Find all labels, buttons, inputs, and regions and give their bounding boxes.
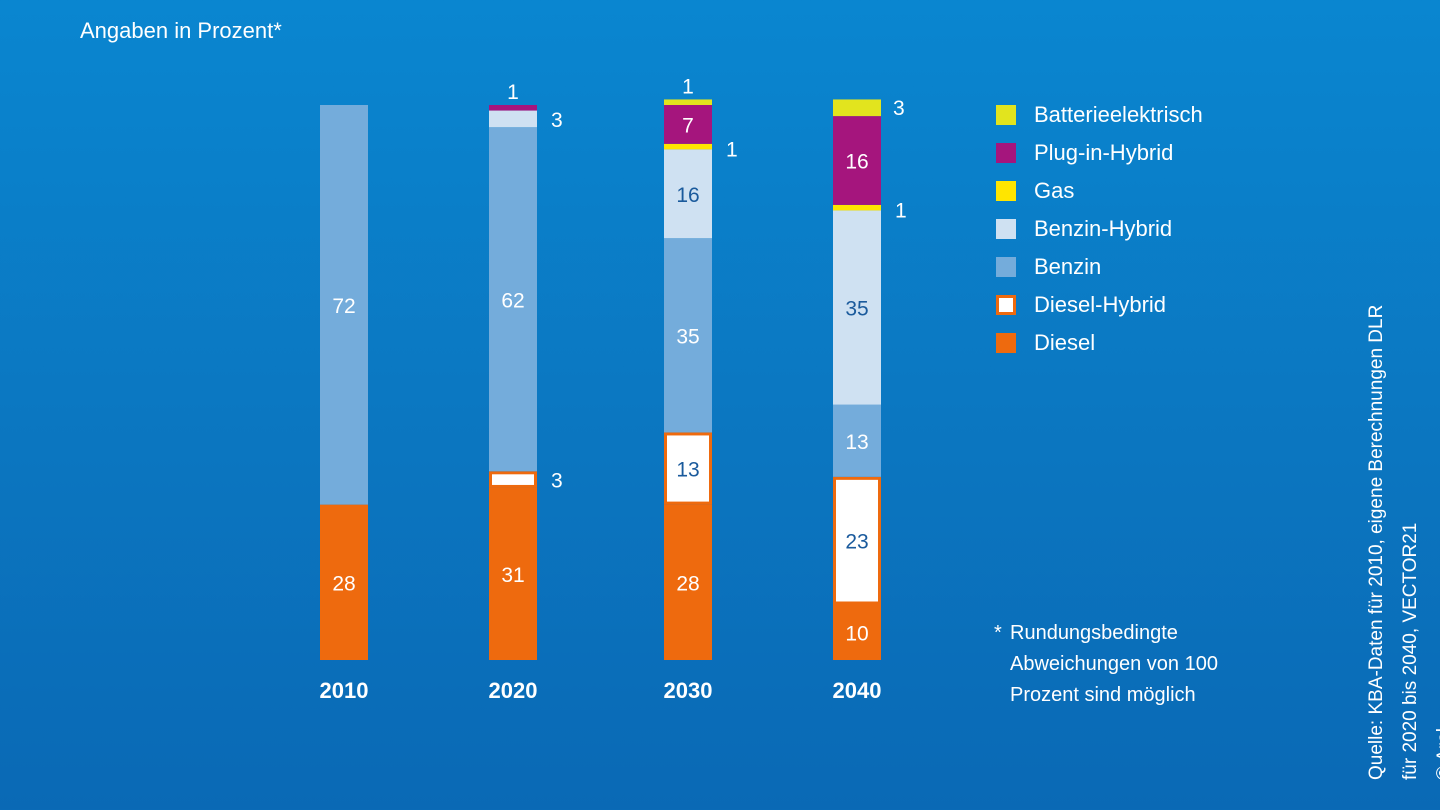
legend-item-batterieelektrisch: Batterieelektrisch — [996, 100, 1256, 127]
bar-segment-diesel-2030 — [664, 504, 712, 660]
footnote-star: * — [994, 622, 1002, 644]
legend-label: Gas — [1034, 178, 1075, 203]
data-label-plug-in-hybrid-2040: 16 — [845, 151, 868, 174]
data-label-benzin-hybrid-2030: 16 — [676, 184, 699, 207]
category-label-2020: 2020 — [489, 678, 538, 703]
legend-label: Benzin — [1034, 254, 1102, 279]
footnote-text: Rundungsbedingte Abweichungen von 100 Pr… — [1010, 622, 1218, 706]
data-label-benzin-2030: 35 — [676, 325, 699, 348]
bar-segment-plug-in-hybrid-2040 — [833, 116, 881, 205]
legend-swatch-diesel-hybrid — [996, 295, 1016, 315]
bar-segment-diesel-2020 — [489, 487, 537, 660]
bar-segment-batterieelektrisch-2040 — [833, 99, 881, 117]
data-label-diesel-hybrid-2020: 3 — [551, 470, 563, 493]
data-label-plug-in-hybrid-2030: 7 — [682, 114, 694, 137]
source-credit: Quelle: KBA-Daten für 2010, eigene Berec… — [1360, 160, 1440, 780]
legend-swatch-benzin — [996, 257, 1016, 277]
data-label-plug-in-hybrid-2020: 1 — [507, 81, 519, 104]
legend-item-gas: Gas — [996, 176, 1256, 203]
source-line-2: für 2020 bis 2040, VECTOR21 — [1400, 522, 1421, 780]
bar-segment-diesel-2040 — [833, 604, 881, 660]
data-label-diesel-2030: 28 — [676, 572, 699, 595]
bar-segment-gas-2030 — [664, 143, 712, 150]
bar-segment-benzin-hybrid-2020 — [489, 110, 537, 128]
legend-item-diesel-hybrid: Diesel-Hybrid — [996, 290, 1256, 317]
chart-subtitle: Angaben in Prozent* — [80, 18, 282, 43]
legend-swatch-plug-in-hybrid — [996, 143, 1016, 163]
data-label-diesel-hybrid-2030: 13 — [676, 459, 699, 482]
bar-segment-diesel-hybrid-2040 — [833, 476, 881, 605]
legend-item-benzin: Benzin — [996, 252, 1256, 279]
legend-label: Benzin-Hybrid — [1034, 216, 1173, 241]
data-label-diesel-2020: 31 — [501, 564, 524, 587]
data-label-benzin-hybrid-2020: 3 — [551, 109, 563, 132]
bar-segment-benzin-2020 — [489, 127, 537, 472]
data-label-batterieelektrisch-2040: 3 — [893, 97, 905, 120]
bar-segment-plug-in-hybrid-2020 — [489, 105, 537, 111]
source-line-1: Quelle: KBA-Daten für 2010, eigene Berec… — [1366, 304, 1387, 780]
legend-swatch-gas — [996, 181, 1016, 201]
legend-item-diesel: Diesel — [996, 328, 1256, 355]
bar-segment-diesel-2010 — [320, 504, 368, 660]
legend-label: Diesel-Hybrid — [1034, 292, 1167, 317]
legend-label: Plug-in-Hybrid — [1034, 140, 1174, 165]
data-label-benzin-2020: 62 — [501, 289, 524, 312]
legend-item-benzin-hybrid: Benzin-Hybrid — [996, 214, 1256, 241]
legend-item-plug-in-hybrid: Plug-in-Hybrid — [996, 138, 1256, 165]
data-label-benzin-hybrid-2040: 35 — [845, 298, 868, 321]
copyright: © Aral — [1434, 727, 1440, 780]
data-label-batterieelektrisch-2030: 1 — [682, 75, 694, 98]
legend-swatch-benzin-hybrid — [996, 219, 1016, 239]
data-label-gas-2030: 1 — [726, 139, 738, 162]
legend-swatch-batterieelektrisch — [996, 105, 1016, 125]
category-label-2030: 2030 — [664, 678, 713, 703]
bar-segment-diesel-hybrid-2030 — [664, 432, 712, 505]
legend-label: Diesel — [1034, 330, 1096, 355]
bar-segment-diesel-hybrid-2020 — [489, 471, 537, 488]
bar-segment-plug-in-hybrid-2030 — [664, 105, 712, 144]
bar-segment-benzin-2040 — [833, 404, 881, 477]
data-label-diesel-hybrid-2040: 23 — [845, 531, 868, 554]
data-label-benzin-2010: 72 — [332, 295, 355, 318]
bar-segment-benzin-2010 — [320, 105, 368, 505]
bar-segment-batterieelektrisch-2030 — [664, 99, 712, 105]
data-label-benzin-2040: 13 — [845, 431, 868, 454]
legend-label: Batterieelektrisch — [1034, 102, 1203, 127]
category-label-2010: 2010 — [320, 678, 369, 703]
bar-segment-gas-2040 — [833, 204, 881, 211]
bar-segment-benzin-2030 — [664, 238, 712, 433]
data-label-diesel-2010: 28 — [332, 572, 355, 595]
legend-swatch-diesel — [996, 333, 1016, 353]
category-label-2040: 2040 — [833, 678, 882, 703]
bar-segment-benzin-hybrid-2030 — [664, 149, 712, 239]
data-label-gas-2040: 1 — [895, 200, 907, 223]
data-label-diesel-2040: 10 — [845, 622, 868, 645]
bar-segment-benzin-hybrid-2040 — [833, 210, 881, 405]
